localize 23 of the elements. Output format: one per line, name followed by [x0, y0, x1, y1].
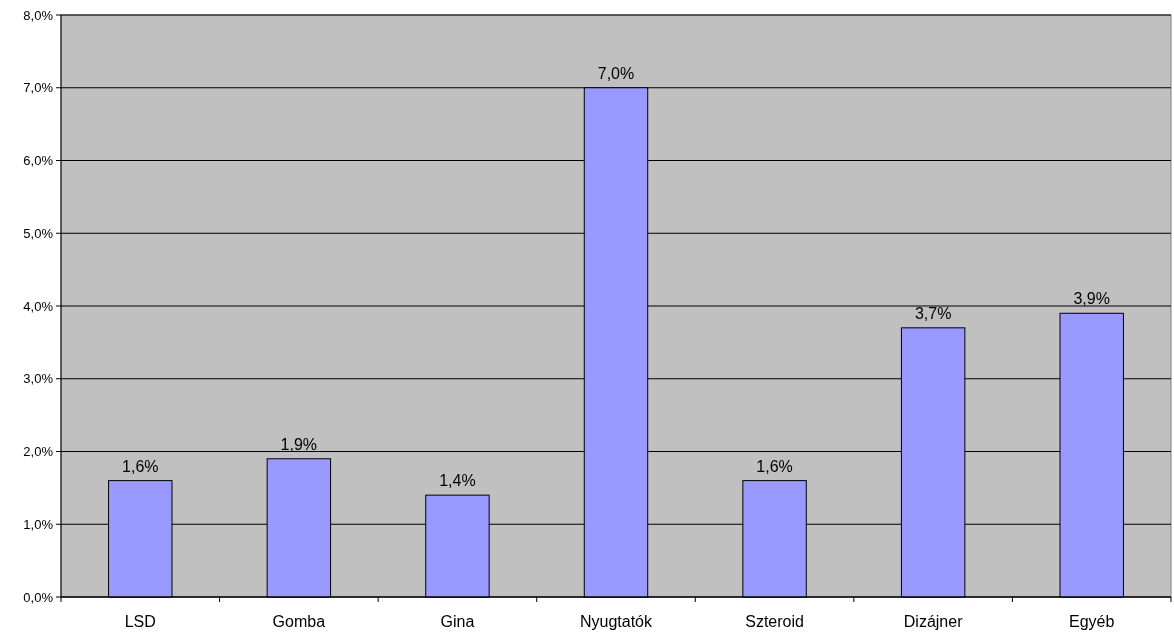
data-label: 1,9% — [280, 435, 318, 453]
y-tick-label: 7,0% — [23, 80, 54, 96]
data-label: 1,4% — [439, 472, 476, 490]
data-label: 3,9% — [1073, 290, 1110, 308]
y-tick-label: 4,0% — [23, 298, 54, 314]
x-tick-label: Nyugtatók — [579, 613, 654, 630]
data-label: 1,6% — [756, 457, 793, 475]
x-tick-label: LSD — [124, 613, 156, 630]
y-tick-label: 5,0% — [23, 225, 54, 241]
data-label: 7,0% — [597, 64, 635, 82]
y-tick-label: 0,0% — [23, 589, 54, 605]
y-tick-label: 6,0% — [23, 153, 54, 169]
y-tick-label: 3,0% — [23, 371, 54, 387]
x-tick-label: Gina — [440, 613, 475, 630]
data-label: 3,7% — [914, 304, 952, 322]
x-tick-label: Szteroid — [745, 613, 804, 630]
y-tick-label: 8,0% — [23, 7, 54, 23]
x-tick-label: Egyéb — [1069, 613, 1115, 630]
x-tick-label: Gomba — [272, 613, 326, 630]
data-label: 1,6% — [122, 457, 159, 475]
x-tick-label: Dizájner — [903, 613, 964, 630]
y-tick-label: 1,0% — [23, 516, 54, 532]
y-tick-label: 2,0% — [23, 444, 54, 460]
